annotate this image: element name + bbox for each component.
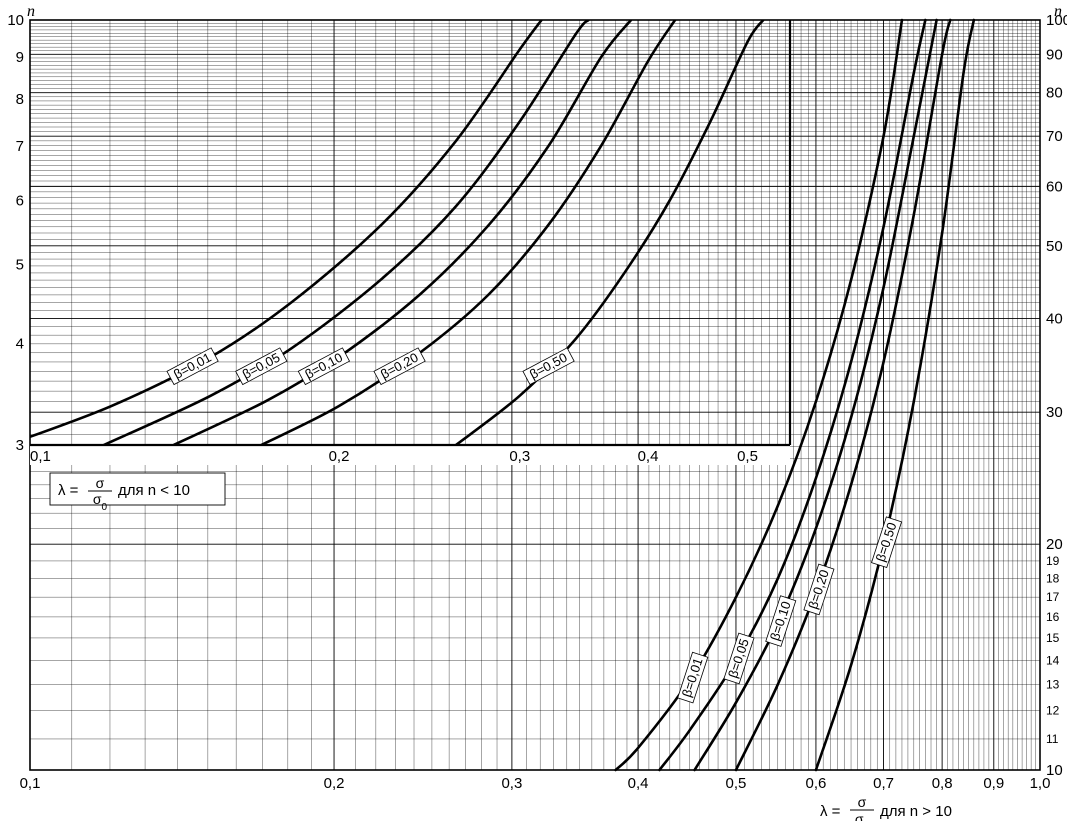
inset-y-tick: 4 xyxy=(16,335,24,352)
outer-x-tick: 0,1 xyxy=(20,775,41,792)
outer-y-tick-minor: 19 xyxy=(1046,554,1060,568)
outer-x-tick: 0,8 xyxy=(932,775,953,792)
outer-y-tick-minor: 17 xyxy=(1046,590,1060,604)
svg-text:σ: σ xyxy=(858,794,867,810)
outer-y-tick-minor: 16 xyxy=(1046,610,1060,624)
outer-y-tick-minor: 15 xyxy=(1046,631,1060,645)
inset-x-tick: 0,1 xyxy=(30,448,51,465)
outer-y-tick: 10 xyxy=(1046,762,1063,779)
outer-x-tick: 0,4 xyxy=(628,775,649,792)
inset-y-tick: 8 xyxy=(16,91,24,108)
svg-text:σ: σ xyxy=(96,475,105,491)
outer-y-tick-minor: 18 xyxy=(1046,572,1060,586)
inset-x-tick: 0,3 xyxy=(509,448,530,465)
outer-y-tick-minor: 14 xyxy=(1046,653,1060,667)
outer-y-tick-minor: 11 xyxy=(1046,732,1059,746)
inset-y-tick: 5 xyxy=(16,257,24,274)
outer-x-tick: 0,3 xyxy=(501,775,522,792)
svg-text:для n > 10: для n > 10 xyxy=(880,803,952,820)
outer-y-tick: 50 xyxy=(1046,238,1063,255)
inset-x-tick: 0,4 xyxy=(638,448,659,465)
outer-y-tick-minor: 13 xyxy=(1046,678,1060,692)
outer-x-tick: 0,9 xyxy=(983,775,1004,792)
svg-text:λ =: λ = xyxy=(58,482,79,499)
inset-y-tick: 10 xyxy=(7,12,24,29)
inset-y-tick: 9 xyxy=(16,49,24,66)
outer-y-tick-minor: 12 xyxy=(1046,704,1060,718)
outer-y-tick: 80 xyxy=(1046,85,1063,102)
outer-x-tick: 0,7 xyxy=(873,775,894,792)
outer-x-tick: 0,6 xyxy=(806,775,827,792)
nomogram-chart: 0,10,20,30,40,50,60,70,80,91,01020304050… xyxy=(0,0,1067,821)
svg-text:λ =: λ = xyxy=(820,803,841,820)
inset-y-tick: 6 xyxy=(16,192,24,209)
inset-x-tick: 0,2 xyxy=(329,448,350,465)
outer-y-tick: 60 xyxy=(1046,178,1063,195)
svg-text:для n < 10: для n < 10 xyxy=(118,482,190,499)
inset-xlabel-mask xyxy=(30,445,790,465)
inset-y-tick: 7 xyxy=(16,138,24,155)
outer-x-tick: 0,5 xyxy=(726,775,747,792)
outer-y-tick: 20 xyxy=(1046,536,1063,553)
inset-y-tick: 3 xyxy=(16,437,24,454)
axis-label-n-left: n xyxy=(27,3,35,20)
outer-y-tick: 70 xyxy=(1046,128,1063,145)
axis-label-n-right: n xyxy=(1054,3,1062,20)
outer-x-tick: 0,2 xyxy=(324,775,345,792)
outer-y-tick: 90 xyxy=(1046,46,1063,63)
outer-y-tick: 40 xyxy=(1046,310,1063,327)
inset-x-tick: 0,5 xyxy=(737,448,758,465)
outer-y-tick: 30 xyxy=(1046,404,1063,421)
